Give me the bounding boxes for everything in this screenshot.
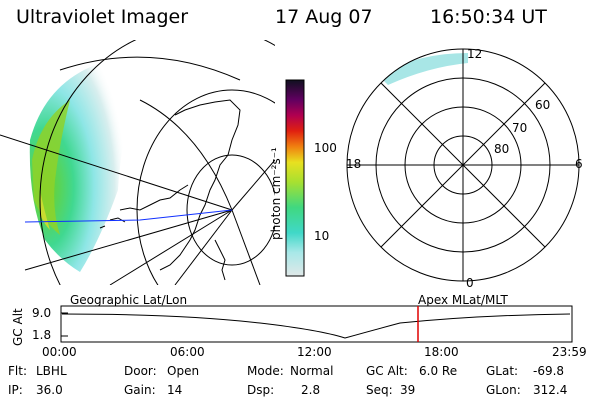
lat-label-60: 60	[535, 98, 551, 112]
time-tick-2359: 23:59	[552, 345, 587, 359]
glon-value: 312.4	[533, 383, 568, 397]
gain-label: Gain:	[124, 383, 156, 397]
time-tick-0000: 00:00	[42, 345, 77, 359]
mode-label: Mode:	[247, 364, 284, 378]
altitude-trace	[60, 305, 573, 343]
mlt-label-12: 12	[467, 47, 483, 61]
app-title: Ultraviolet Imager	[16, 6, 189, 28]
dsp-label: Dsp:	[247, 383, 275, 397]
polar-plot	[346, 48, 580, 282]
door-value: Open	[167, 364, 200, 378]
apex-caption: Apex MLat/MLT	[418, 293, 508, 307]
colorbar-tick-10: 10	[314, 229, 330, 243]
ip-label: IP:	[8, 383, 23, 397]
coastline	[99, 99, 241, 281]
mlt-label-6: 6	[575, 157, 583, 171]
polar-emission-region	[378, 53, 468, 85]
time-tick-0600: 06:00	[170, 345, 205, 359]
gc-alt-label: GC Alt:	[366, 364, 408, 378]
door-label: Door:	[124, 364, 157, 378]
geographic-image	[0, 40, 275, 285]
alt-tick-9: 9.0	[32, 306, 52, 320]
flt-label: Flt:	[8, 364, 27, 378]
colorbar-label: photon cm⁻²s⁻¹	[269, 147, 283, 240]
seq-value: 39	[400, 383, 416, 397]
altitude-curve	[61, 313, 571, 339]
orbit-track	[24, 209, 233, 223]
seq-label: Seq:	[366, 383, 393, 397]
mlt-label-18: 18	[346, 157, 362, 171]
flt-value: LBHL	[36, 364, 67, 378]
image-time: 16:50:34 UT	[430, 6, 547, 28]
colorbar	[285, 79, 305, 277]
dsp-value: 2.8	[301, 383, 321, 397]
mode-value: Normal	[290, 364, 334, 378]
alt-tick-1.8: 1.8	[32, 328, 52, 342]
mlt-label-0: 0	[466, 276, 474, 290]
colorbar-tick-100: 100	[314, 141, 337, 155]
gc-alt-value: 6.0 Re	[419, 364, 458, 378]
geographic-caption: Geographic Lat/Lon	[70, 293, 188, 307]
ip-value: 36.0	[36, 383, 63, 397]
lat-label-80: 80	[494, 142, 510, 156]
glat-value: -69.8	[533, 364, 565, 378]
time-tick-1800: 18:00	[424, 345, 459, 359]
gc-alt-axis-label: GC Alt	[11, 308, 25, 346]
time-tick-1200: 12:00	[297, 345, 332, 359]
lat-label-70: 70	[512, 121, 528, 135]
image-date: 17 Aug 07	[275, 6, 373, 28]
gain-value: 14	[167, 383, 183, 397]
glat-label: GLat:	[486, 364, 519, 378]
glon-label: GLon:	[486, 383, 521, 397]
